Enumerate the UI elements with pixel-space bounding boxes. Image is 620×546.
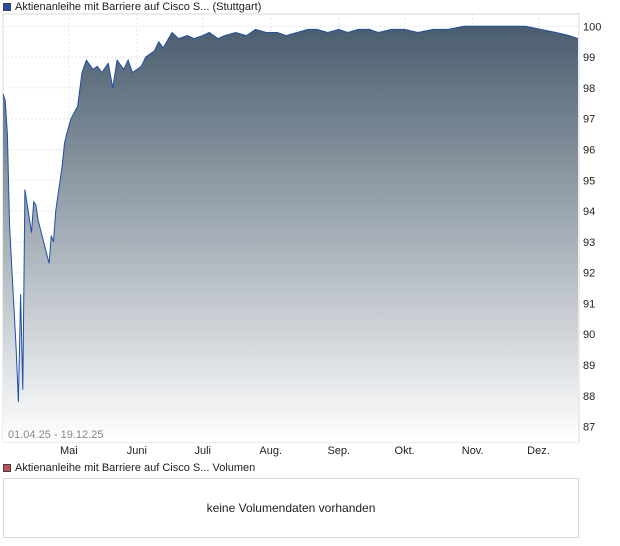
x-tick-label: Dez. [527, 445, 550, 457]
price-legend-label: Aktienanleihe mit Barriere auf Cisco S..… [15, 1, 262, 13]
volume-legend-swatch [3, 464, 11, 472]
y-tick-label: 95 [583, 175, 595, 187]
y-tick-label: 94 [583, 206, 595, 218]
y-tick-label: 91 [583, 298, 595, 310]
volume-legend-label: Aktienanleihe mit Barriere auf Cisco S..… [15, 462, 256, 474]
price-chart: 87 88 89 90 91 92 93 94 95 96 97 98 99 100 Mai Juni Jul… [2, 13, 601, 457]
volume-legend: Aktienanleihe mit Barriere auf Cisco S..… [3, 462, 255, 474]
date-range-label: 01.04.25 - 19.12.25 [8, 429, 103, 441]
y-tick-label: 97 [583, 114, 595, 126]
x-tick-label: Juli [194, 445, 211, 457]
price-area [3, 26, 578, 443]
y-tick-label: 93 [583, 237, 595, 249]
y-tick-label: 96 [583, 144, 595, 156]
x-tick-label: Sep. [327, 445, 350, 457]
x-tick-label: Okt. [395, 445, 415, 457]
y-tick-label: 88 [583, 391, 595, 403]
x-tick-label: Mai [60, 445, 78, 457]
y-axis-ticks: 87 88 89 90 91 92 93 94 95 96 97 98 99 100 [583, 21, 601, 433]
y-tick-label: 87 [583, 422, 595, 434]
y-tick-label: 90 [583, 329, 595, 341]
price-legend: Aktienanleihe mit Barriere auf Cisco S..… [3, 1, 261, 13]
y-tick-label: 98 [583, 83, 595, 95]
y-tick-label: 99 [583, 52, 595, 64]
no-volume-message: keine Volumendaten vorhanden [206, 501, 376, 515]
x-tick-label: Aug. [259, 445, 282, 457]
x-tick-label: Juni [127, 445, 147, 457]
volume-panel: keine Volumendaten vorhanden [3, 478, 579, 538]
y-tick-label: 92 [583, 268, 595, 280]
x-tick-label: Nov. [462, 445, 484, 457]
price-line [2, 25, 579, 403]
y-tick-label: 100 [583, 21, 601, 33]
x-axis-ticks: Mai Juni Juli Aug. Sep. Okt. Nov. Dez. [60, 445, 550, 457]
y-tick-label: 89 [583, 360, 595, 372]
price-legend-swatch [3, 3, 11, 11]
